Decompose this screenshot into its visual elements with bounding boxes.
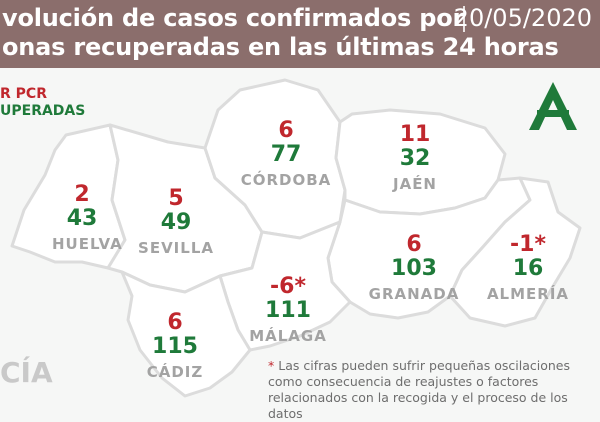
recovered-count-cadiz: 115 <box>152 334 198 359</box>
province-name-cadiz: CÁDIZ <box>146 363 204 381</box>
pcr-count-jaen: 11 <box>399 122 431 147</box>
pcr-count-almeria: -1* <box>510 232 546 257</box>
legend: R PCR UPERADAS <box>0 86 85 120</box>
province-sevilla: 5 49 SEVILLA <box>136 187 216 259</box>
province-name-malaga: MÁLAGA <box>249 327 327 345</box>
province-name-cordoba: CÓRDOBA <box>240 171 332 189</box>
province-name-jaen: JAÉN <box>393 175 437 193</box>
province-almeria: -1* 16 ALMERÍA <box>478 233 578 305</box>
pcr-count-malaga: -6* <box>270 274 306 299</box>
province-malaga: -6* 111 MÁLAGA <box>238 275 338 347</box>
footnote: * Las cifras pueden sufrir pequeñas osci… <box>268 358 593 422</box>
header-divider <box>463 6 465 32</box>
pcr-count-huelva: 2 <box>74 182 90 207</box>
report-date: 20/05/2020 <box>453 4 592 32</box>
recovered-count-huelva: 43 <box>66 206 98 231</box>
province-huelva: 2 43 HUELVA <box>52 182 123 255</box>
footnote-star: * <box>268 358 275 373</box>
province-granada: 6 103 GRANADA <box>360 233 468 305</box>
title-line-1: volución de casos confirmados por <box>2 4 465 32</box>
recovered-count-malaga: 111 <box>265 298 311 323</box>
footnote-text: Las cifras pueden sufrir pequeñas oscila… <box>268 358 571 421</box>
junta-de-andalucia-logo-icon <box>529 82 577 130</box>
recovered-count-granada: 103 <box>391 256 437 281</box>
region-word: CÍA <box>0 356 53 389</box>
province-name-granada: GRANADA <box>368 285 460 303</box>
pcr-count-granada: 6 <box>406 232 422 257</box>
province-name-almeria: ALMERÍA <box>486 285 570 303</box>
province-jaen: 11 32 JAÉN <box>370 123 460 195</box>
andalusia-map <box>10 78 582 398</box>
recovered-count-jaen: 32 <box>399 146 431 171</box>
province-cordoba: 6 77 CÓRDOBA <box>236 119 336 191</box>
province-name-huelva: HUELVA <box>52 235 123 253</box>
title-line-2: onas recuperadas en las últimas 24 horas <box>2 33 559 61</box>
header-banner: volución de casos confirmados por onas r… <box>0 0 600 68</box>
recovered-count-sevilla: 49 <box>160 210 192 235</box>
province-shape-almeria <box>448 176 582 328</box>
pcr-count-cordoba: 6 <box>278 118 294 143</box>
pcr-count-sevilla: 5 <box>168 186 184 211</box>
legend-pcr: R PCR <box>0 86 47 102</box>
recovered-count-cordoba: 77 <box>270 142 302 167</box>
province-shape-cadiz <box>120 270 252 398</box>
recovered-count-almeria: 16 <box>512 256 544 281</box>
pcr-count-cadiz: 6 <box>167 310 183 335</box>
province-name-sevilla: SEVILLA <box>138 239 214 257</box>
province-cadiz: 6 115 CÁDIZ <box>130 311 220 383</box>
legend-recovered: UPERADAS <box>0 103 86 119</box>
